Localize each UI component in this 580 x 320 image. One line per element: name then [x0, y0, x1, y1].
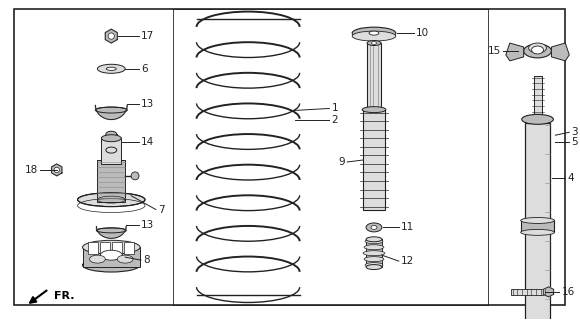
Text: 5: 5 — [571, 137, 578, 147]
Ellipse shape — [365, 263, 383, 268]
Text: 4: 4 — [567, 173, 574, 183]
Text: 1: 1 — [331, 103, 338, 114]
Text: 8: 8 — [143, 255, 150, 265]
Text: 2: 2 — [331, 115, 338, 125]
Bar — [363, 110, 385, 210]
Ellipse shape — [102, 135, 121, 142]
Bar — [521, 220, 554, 232]
Ellipse shape — [369, 31, 379, 35]
Polygon shape — [96, 105, 127, 120]
Polygon shape — [106, 29, 117, 43]
Bar — [525, 123, 550, 320]
Polygon shape — [543, 287, 553, 297]
Text: 16: 16 — [561, 287, 575, 297]
Ellipse shape — [521, 114, 553, 124]
Text: 14: 14 — [141, 137, 154, 147]
Text: 18: 18 — [25, 165, 38, 175]
Text: 10: 10 — [416, 28, 429, 38]
Bar — [106, 134, 117, 150]
Ellipse shape — [363, 251, 385, 256]
Bar — [82, 247, 140, 267]
Ellipse shape — [366, 265, 382, 269]
Circle shape — [54, 167, 59, 172]
Ellipse shape — [521, 229, 554, 235]
Polygon shape — [506, 43, 524, 61]
Text: 13: 13 — [141, 100, 154, 109]
Ellipse shape — [106, 147, 117, 153]
Ellipse shape — [78, 193, 145, 207]
Circle shape — [131, 172, 139, 180]
Ellipse shape — [352, 31, 396, 41]
Polygon shape — [552, 43, 570, 61]
Circle shape — [108, 33, 114, 39]
Ellipse shape — [100, 250, 122, 260]
Ellipse shape — [366, 237, 382, 242]
Polygon shape — [52, 164, 62, 176]
Ellipse shape — [352, 27, 396, 39]
Ellipse shape — [89, 255, 106, 263]
Bar — [102, 138, 121, 164]
Bar — [366, 239, 382, 267]
Bar — [89, 242, 99, 254]
Ellipse shape — [82, 258, 140, 272]
Ellipse shape — [96, 107, 127, 113]
Text: 15: 15 — [488, 46, 501, 56]
Bar — [534, 76, 542, 119]
Text: 17: 17 — [141, 31, 154, 41]
Bar — [367, 43, 381, 110]
Ellipse shape — [362, 107, 386, 113]
Bar — [97, 160, 125, 202]
Ellipse shape — [97, 64, 125, 73]
Text: 6: 6 — [141, 64, 148, 74]
Text: FR.: FR. — [54, 291, 74, 301]
Text: 12: 12 — [401, 256, 414, 266]
Ellipse shape — [117, 255, 133, 263]
Ellipse shape — [372, 42, 376, 44]
Ellipse shape — [366, 223, 382, 232]
Bar — [511, 289, 549, 295]
Ellipse shape — [524, 44, 552, 58]
Ellipse shape — [106, 131, 117, 137]
Bar — [124, 242, 134, 254]
Ellipse shape — [106, 67, 116, 70]
Ellipse shape — [521, 218, 554, 223]
Text: 9: 9 — [339, 157, 345, 167]
Ellipse shape — [371, 225, 377, 229]
Ellipse shape — [367, 41, 381, 45]
Ellipse shape — [82, 240, 140, 254]
Bar — [100, 242, 110, 254]
Ellipse shape — [532, 46, 543, 54]
Ellipse shape — [365, 239, 383, 244]
Ellipse shape — [96, 228, 126, 233]
Text: 7: 7 — [158, 204, 165, 215]
Polygon shape — [96, 227, 126, 238]
Ellipse shape — [528, 43, 546, 53]
Ellipse shape — [364, 257, 384, 262]
Text: 11: 11 — [401, 222, 414, 232]
Text: 13: 13 — [141, 220, 154, 230]
Text: 3: 3 — [571, 127, 578, 137]
Ellipse shape — [364, 245, 384, 250]
Bar — [113, 242, 122, 254]
